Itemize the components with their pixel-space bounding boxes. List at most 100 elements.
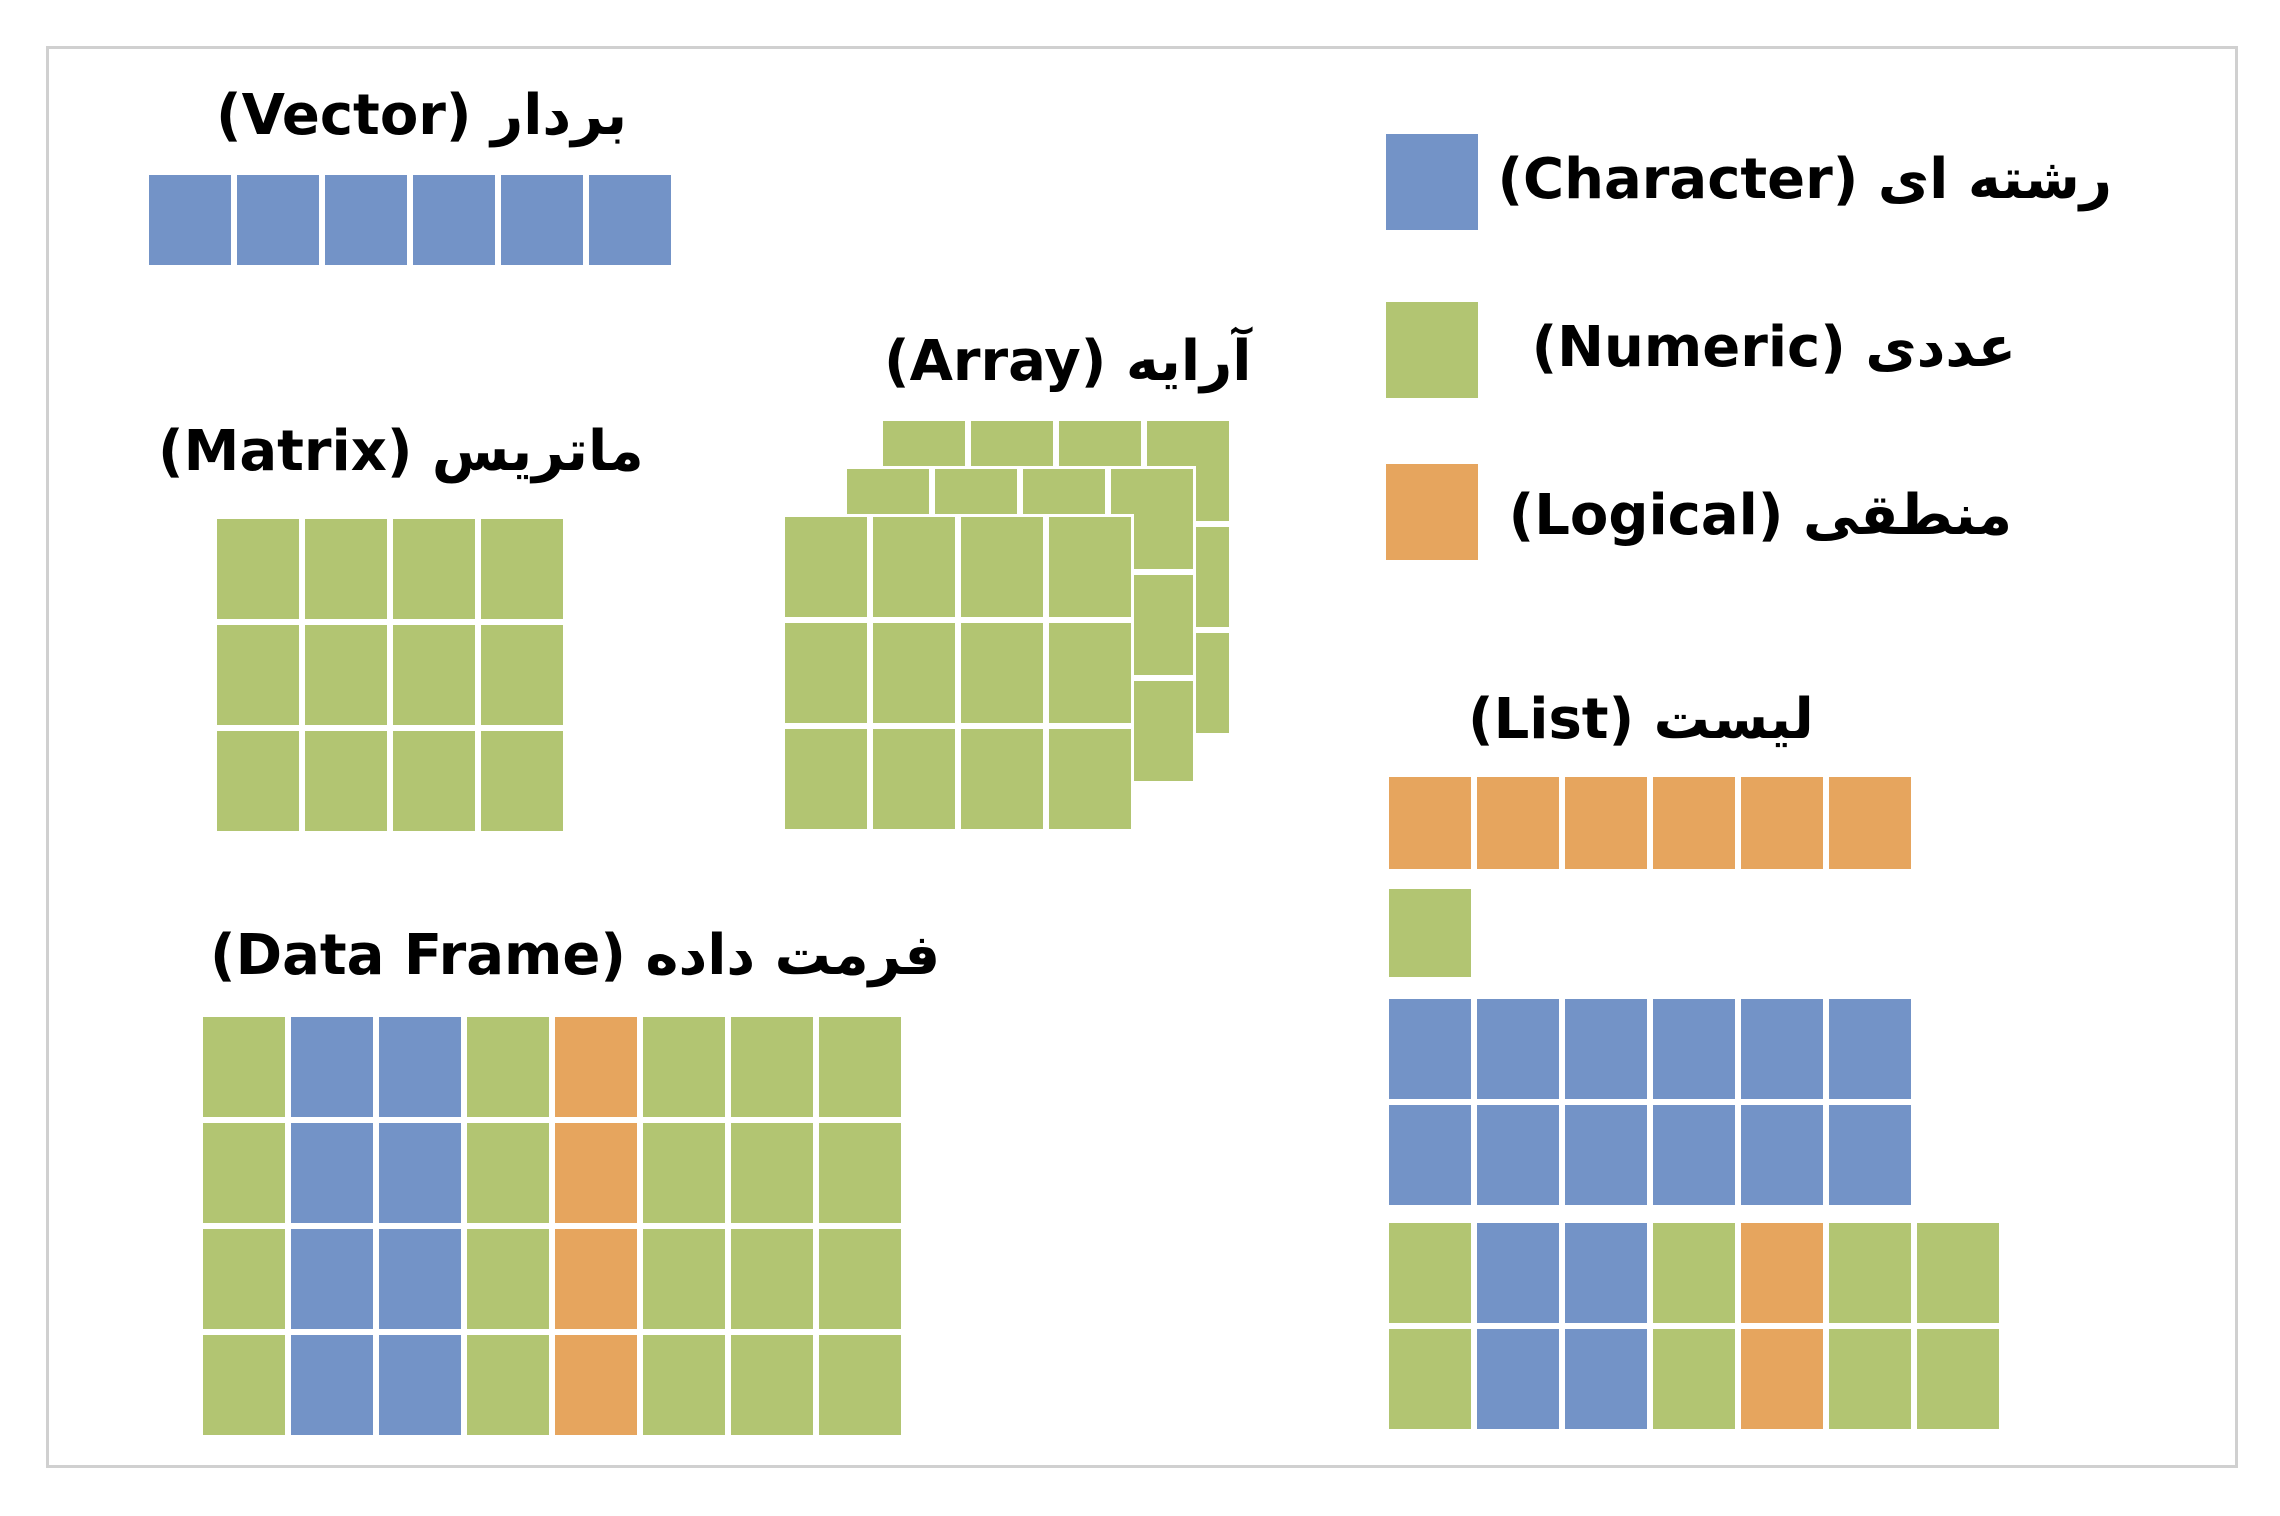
list-matrix-cell [1738, 1102, 1826, 1208]
matrix-cell [302, 516, 390, 622]
data-frame-cell [552, 1120, 640, 1226]
list-matrix-cell [1826, 1102, 1914, 1208]
data-frame-cell [200, 1332, 288, 1438]
data-frame-cell [640, 1120, 728, 1226]
data-frame-cell [816, 1226, 904, 1332]
data-frame-cell [288, 1332, 376, 1438]
matrix-cell [390, 516, 478, 622]
vector-cell [410, 172, 498, 268]
list-vector-cell [1650, 774, 1738, 872]
vector-cell [234, 172, 322, 268]
list-vector-cell [1386, 774, 1474, 872]
list-data-frame-cell [1914, 1220, 2002, 1326]
list-data-frame-cell [1650, 1220, 1738, 1326]
list-vector-cell [1562, 774, 1650, 872]
list-data-frame-cell [1386, 1220, 1474, 1326]
list-data-frame-cell [1914, 1326, 2002, 1432]
legend-label-character: رشته ای (Character) [1497, 147, 2112, 212]
list-matrix-cell [1386, 996, 1474, 1102]
vector-cell [586, 172, 674, 268]
array-title: آرایه (Array) [884, 329, 1252, 394]
list-matrix-cell [1562, 1102, 1650, 1208]
list-vector-cell [1738, 774, 1826, 872]
array-cell [1046, 726, 1134, 832]
data-frame-cell [288, 1120, 376, 1226]
array-cell [870, 514, 958, 620]
array-cell [958, 514, 1046, 620]
legend-swatch-numeric [1386, 302, 1478, 398]
list-matrix-cell [1650, 1102, 1738, 1208]
data-frame-cell [552, 1332, 640, 1438]
list-data-frame-cell [1650, 1326, 1738, 1432]
matrix-title: ماتریس (Matrix) [158, 419, 644, 484]
array-cell [870, 620, 958, 726]
list-matrix-cell [1738, 996, 1826, 1102]
list-data-frame-cell [1474, 1220, 1562, 1326]
list-data-frame-cell [1386, 1326, 1474, 1432]
data-frame-cell [816, 1014, 904, 1120]
data-frame-title: فرمت داده (Data Frame) [210, 923, 941, 988]
data-frame-cell [816, 1332, 904, 1438]
data-frame-cell [728, 1014, 816, 1120]
array-cell [958, 620, 1046, 726]
data-frame-cell [728, 1226, 816, 1332]
array-cell [782, 726, 870, 832]
matrix-cell [478, 728, 566, 834]
data-frame-cell [640, 1014, 728, 1120]
matrix-cell [302, 728, 390, 834]
vector-title: بردار (Vector) [216, 83, 628, 148]
array-cell [958, 726, 1046, 832]
vector-cell [322, 172, 410, 268]
list-vector-cell [1474, 774, 1562, 872]
matrix-cell [478, 622, 566, 728]
data-frame-cell [288, 1014, 376, 1120]
data-frame-cell [728, 1332, 816, 1438]
list-data-frame-cell [1738, 1220, 1826, 1326]
legend-swatch-character [1386, 134, 1478, 230]
matrix-cell [214, 516, 302, 622]
data-frame-cell [376, 1226, 464, 1332]
list-data-frame-cell [1826, 1326, 1914, 1432]
legend-label-numeric: عددی (Numeric) [1531, 315, 2016, 380]
list-vector-cell [1826, 774, 1914, 872]
vector-cell [498, 172, 586, 268]
list-title: لیست (List) [1468, 687, 1814, 752]
data-frame-cell [376, 1332, 464, 1438]
data-frame-cell [464, 1332, 552, 1438]
data-frame-cell [464, 1226, 552, 1332]
data-frame-cell [376, 1120, 464, 1226]
matrix-cell [214, 622, 302, 728]
list-matrix-cell [1826, 996, 1914, 1102]
legend-swatch-logical [1386, 464, 1478, 560]
data-frame-cell [552, 1226, 640, 1332]
matrix-cell [214, 728, 302, 834]
matrix-cell [390, 622, 478, 728]
list-data-frame-cell [1738, 1326, 1826, 1432]
list-matrix-cell [1650, 996, 1738, 1102]
legend-label-logical: منطقی (Logical) [1508, 483, 2012, 548]
list-matrix-cell [1474, 1102, 1562, 1208]
data-frame-cell [816, 1120, 904, 1226]
list-matrix-cell [1386, 1102, 1474, 1208]
data-frame-cell [640, 1226, 728, 1332]
data-frame-cell [288, 1226, 376, 1332]
list-data-frame-cell [1562, 1220, 1650, 1326]
diagram-frame [46, 46, 2238, 1468]
list-data-frame-cell [1826, 1220, 1914, 1326]
list-scalar-cell [1386, 886, 1474, 980]
array-cell [870, 726, 958, 832]
data-frame-cell [552, 1014, 640, 1120]
data-frame-cell [464, 1120, 552, 1226]
data-frame-cell [376, 1014, 464, 1120]
list-matrix-cell [1562, 996, 1650, 1102]
data-frame-cell [728, 1120, 816, 1226]
data-frame-cell [640, 1332, 728, 1438]
list-matrix-cell [1474, 996, 1562, 1102]
data-frame-cell [464, 1014, 552, 1120]
array-cell [1046, 514, 1134, 620]
vector-cell [146, 172, 234, 268]
data-frame-cell [200, 1120, 288, 1226]
matrix-cell [302, 622, 390, 728]
array-cell [1046, 620, 1134, 726]
array-cell [782, 514, 870, 620]
